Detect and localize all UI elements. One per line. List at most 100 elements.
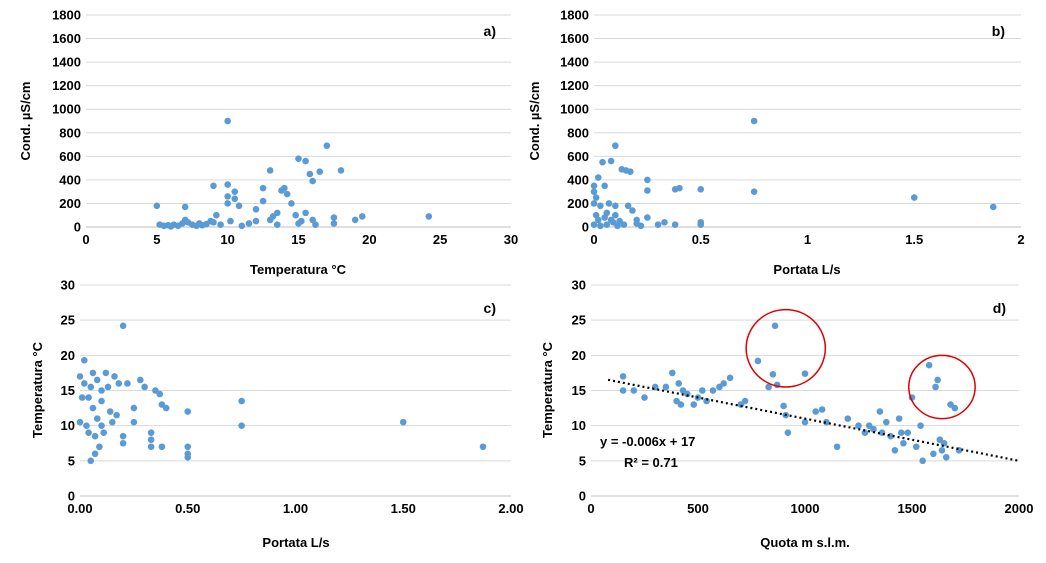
data-point-d — [780, 402, 787, 410]
data-point-d — [919, 457, 926, 465]
y-axis-label-d: Temperatura °C — [540, 341, 555, 438]
x-tick-label-b: 0 — [590, 232, 597, 247]
data-point-c — [238, 422, 245, 429]
y-tick-label-a: 1600 — [52, 31, 81, 46]
data-point-a — [224, 200, 231, 207]
data-point-b — [750, 188, 758, 195]
y-tick-label-d: 20 — [572, 348, 586, 363]
data-point-c — [238, 397, 245, 405]
data-point-d — [771, 322, 779, 330]
x-tick-label-c: 0.00 — [67, 501, 92, 516]
data-point-d — [619, 373, 627, 380]
data-point-d — [709, 387, 717, 394]
y-tick-label-c: 5 — [68, 453, 75, 468]
data-point-c — [91, 432, 99, 440]
data-point-b — [612, 142, 619, 150]
data-point-d — [698, 387, 706, 394]
chart-panel-b: b) Portata L/s Cond. µS/cm 0 200 400 600 800… — [527, 8, 1025, 278]
x-tick-label-d: 2000 — [1005, 501, 1034, 516]
data-point-d — [765, 383, 772, 391]
y-tick-label-a: 1200 — [52, 78, 81, 93]
data-point-a — [337, 167, 345, 174]
data-point-c — [98, 387, 105, 394]
data-point-a — [306, 170, 314, 178]
data-point-a — [312, 221, 319, 228]
y-tick-label-a: 800 — [59, 125, 81, 140]
data-point-b — [590, 200, 598, 207]
chart-panel-a: a) Temperatura °C Cond. µS/cm 0200400600… — [18, 8, 518, 278]
y-tick-label-c: 0 — [68, 489, 75, 504]
x-tick-label-c: 2.00 — [498, 501, 523, 516]
data-point-b — [612, 211, 619, 219]
y-tick-label-c: 25 — [61, 313, 75, 328]
y-tick-label-a: 600 — [59, 149, 81, 164]
data-point-c — [141, 383, 148, 391]
data-point-c — [109, 418, 116, 426]
data-point-a — [273, 221, 281, 228]
data-point-c — [119, 322, 127, 330]
data-point-d — [754, 357, 762, 365]
data-point-d — [895, 415, 903, 422]
data-point-c — [399, 418, 407, 426]
panel-label-d: d) — [993, 300, 1006, 316]
data-point-d — [641, 394, 648, 401]
data-point-c — [147, 436, 155, 444]
data-point-b — [607, 157, 615, 165]
data-point-d — [823, 418, 830, 426]
data-point-d — [741, 397, 749, 405]
data-point-d — [870, 425, 877, 433]
data-point-a — [231, 195, 239, 203]
data-point-d — [930, 450, 937, 458]
y-tick-label-c: 20 — [61, 348, 75, 363]
data-point-c — [85, 429, 92, 437]
data-point-a — [309, 177, 316, 185]
x-tick-label-a: 10 — [220, 232, 234, 247]
data-point-c — [184, 443, 192, 451]
data-point-b — [644, 214, 651, 221]
data-point-a — [302, 157, 309, 165]
data-point-c — [124, 380, 131, 387]
data-point-d — [801, 418, 809, 426]
data-point-a — [210, 182, 217, 190]
data-point-d — [684, 390, 691, 398]
data-point-c — [115, 380, 123, 387]
y-tick-label-b: 1800 — [560, 8, 589, 23]
data-point-a — [330, 220, 338, 227]
data-point-b — [910, 194, 918, 201]
y-tick-label-b: 600 — [567, 149, 589, 164]
x-tick-label-d: 1500 — [898, 501, 927, 516]
data-point-d — [932, 383, 939, 391]
trendline-equation: y = -0.006x + 17 — [600, 434, 695, 449]
data-point-c — [137, 376, 144, 384]
data-point-c — [111, 373, 118, 380]
data-point-c — [78, 394, 86, 401]
data-point-b — [661, 218, 668, 226]
data-point-b — [597, 222, 604, 230]
data-point-a — [323, 142, 331, 150]
data-point-a — [295, 155, 302, 162]
y-tick-label-b: 400 — [567, 172, 589, 187]
data-point-c — [479, 443, 487, 451]
data-point-a — [213, 211, 220, 219]
data-point-a — [266, 167, 274, 174]
y-tick-label-a: 200 — [59, 196, 81, 211]
data-point-b — [654, 221, 662, 228]
y-tick-label-d: 0 — [579, 489, 586, 504]
y-tick-label-d: 5 — [579, 453, 586, 468]
data-point-d — [898, 429, 905, 437]
x-tick-label-d: 1000 — [791, 501, 820, 516]
data-point-b — [597, 202, 604, 210]
data-point-c — [83, 422, 90, 429]
y-axis-label-a: Cond. µS/cm — [18, 82, 33, 161]
data-point-c — [93, 415, 101, 422]
y-tick-label-a: 1800 — [52, 8, 81, 23]
data-point-c — [76, 418, 84, 426]
x-tick-label-c: 1.50 — [391, 501, 416, 516]
x-tick-label-d: 0 — [587, 501, 594, 516]
data-point-c — [184, 454, 192, 461]
data-point-a — [298, 217, 305, 225]
data-point-c — [85, 394, 92, 401]
data-point-c — [96, 443, 103, 451]
data-point-c — [89, 404, 97, 412]
